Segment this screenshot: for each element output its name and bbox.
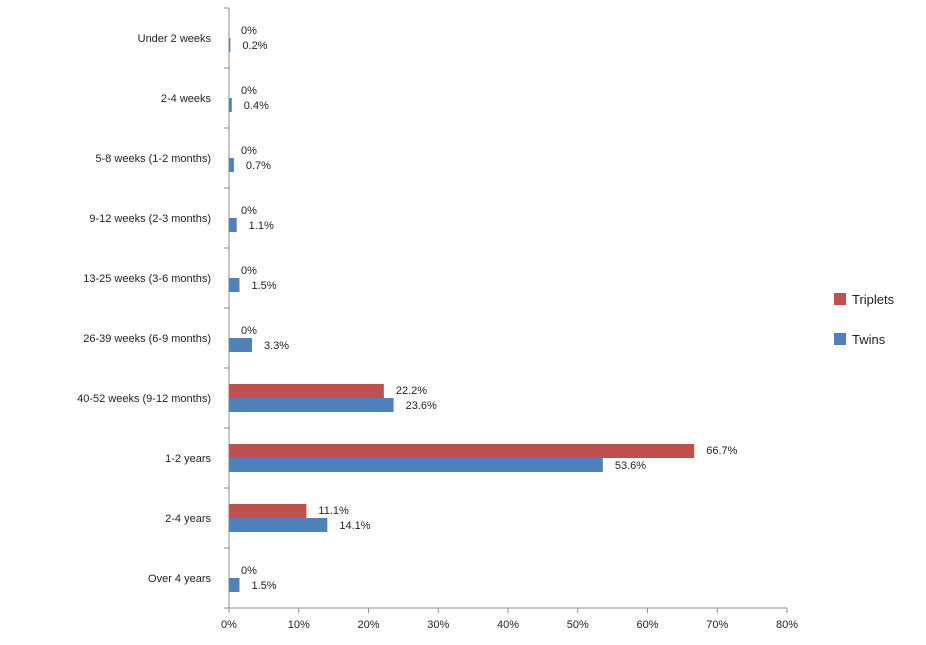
bar-twins [229, 578, 240, 592]
legend-label-twins: Twins [852, 332, 886, 347]
bar-triplets [229, 384, 384, 398]
x-tick-label: 70% [706, 619, 728, 631]
data-label-triplets: 22.2% [396, 385, 427, 397]
category-label: Under 2 weeks [138, 33, 212, 45]
x-tick-label: 0% [221, 619, 237, 631]
data-label-twins: 1.5% [251, 580, 276, 592]
bar-twins [229, 158, 234, 172]
category-label: 40-52 weeks (9-12 months) [77, 393, 211, 405]
x-tick-label: 30% [427, 619, 449, 631]
category-label: 9-12 weeks (2-3 months) [89, 213, 211, 225]
data-label-twins: 1.5% [251, 280, 276, 292]
data-label-twins: 0.7% [246, 160, 271, 172]
plot-area: 0% 10% 20% 30% 40% 50% 60% 70% 80% Under 2 weeks 0… [77, 7, 798, 631]
category-label: 5-8 weeks (1-2 months) [95, 153, 211, 165]
data-label-triplets: 0% [241, 265, 257, 277]
legend-swatch-triplets [834, 293, 846, 305]
data-label-twins: 0.4% [244, 100, 269, 112]
data-label-twins: 1.1% [249, 220, 274, 232]
data-label-twins: 3.3% [264, 340, 289, 352]
bar-twins [229, 98, 232, 112]
data-label-twins: 53.6% [615, 460, 646, 472]
x-tick-label: 50% [567, 619, 589, 631]
category-label: 26-39 weeks (6-9 months) [83, 333, 211, 345]
data-label-twins: 23.6% [406, 400, 437, 412]
bar-twins [229, 458, 603, 472]
bar-twins [229, 278, 240, 292]
bar-twins [229, 218, 237, 232]
category-label: 13-25 weeks (3-6 months) [83, 273, 211, 285]
data-label-triplets: 0% [241, 85, 257, 97]
data-label-triplets: 0% [241, 565, 257, 577]
bar-twins [229, 338, 253, 352]
legend-label-triplets: Triplets [852, 292, 895, 307]
bar-twins [229, 518, 328, 532]
category-label: Over 4 years [148, 573, 211, 585]
x-tick-label: 60% [636, 619, 658, 631]
data-label-twins: 14.1% [339, 520, 370, 532]
x-tick-label: 40% [497, 619, 519, 631]
x-tick-label: 80% [776, 619, 798, 631]
legend: Triplets Twins [834, 292, 895, 347]
data-label-triplets: 0% [241, 205, 257, 217]
data-label-triplets: 0% [241, 145, 257, 157]
category-label: 2-4 years [165, 513, 211, 525]
x-tick-label: 10% [288, 619, 310, 631]
category-label: 1-2 years [165, 453, 211, 465]
data-label-triplets: 0% [241, 25, 257, 37]
data-label-triplets: 11.1% [318, 505, 349, 517]
bar-triplets [229, 444, 695, 458]
data-label-twins: 0.2% [242, 40, 267, 52]
bar-twins [229, 398, 394, 412]
x-tick-label: 20% [357, 619, 379, 631]
legend-swatch-twins [834, 333, 846, 345]
category-label: 2-4 weeks [161, 93, 212, 105]
data-label-triplets: 66.7% [706, 445, 737, 457]
bar-triplets [229, 504, 307, 518]
data-label-triplets: 0% [241, 325, 257, 337]
bar-twins [229, 38, 231, 52]
